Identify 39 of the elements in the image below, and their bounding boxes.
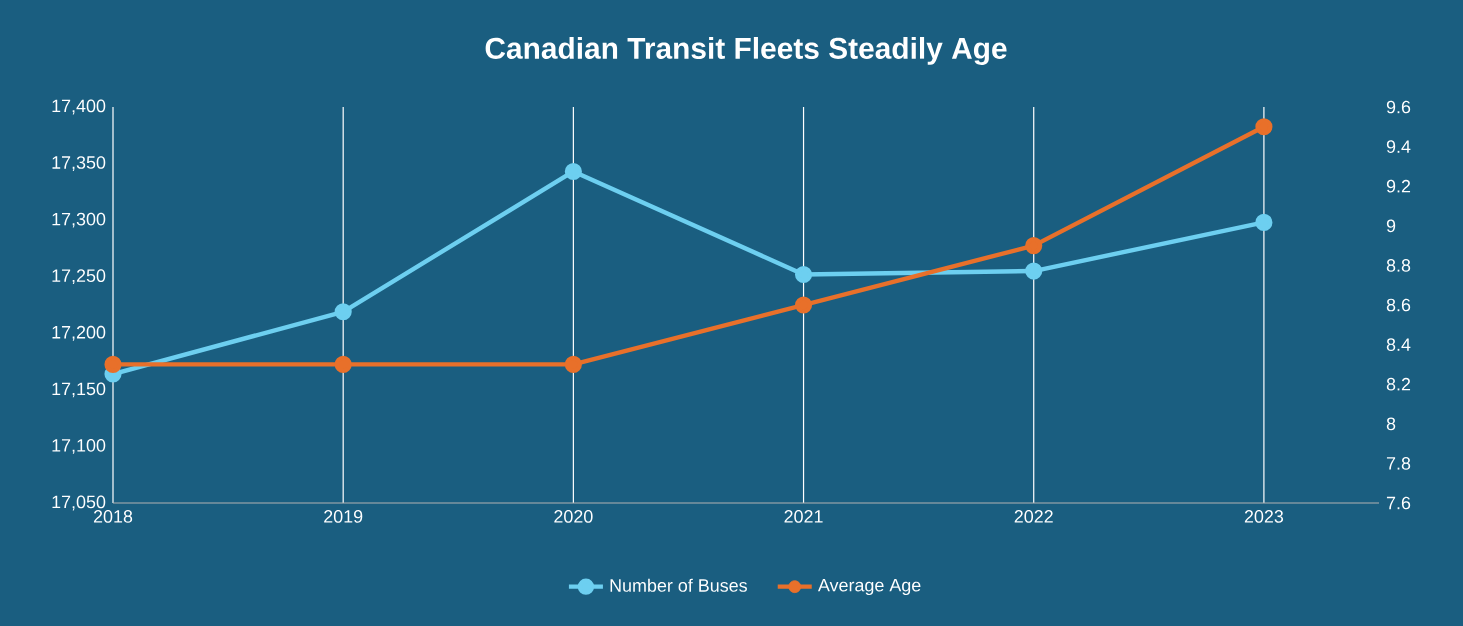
legend-label: Number of Buses: [610, 578, 747, 592]
y-tick-label: 17,050: [52, 495, 106, 511]
point: [334, 355, 352, 373]
legend-label: Average Age: [817, 579, 921, 596]
y2-tick-label: 8.6: [1386, 298, 1411, 312]
y2-tick-label: 9: [1386, 219, 1396, 233]
point: [1255, 213, 1273, 231]
x-tick-label: 2020: [554, 510, 593, 523]
point: [794, 265, 813, 284]
x-tick-label: 2022: [1014, 510, 1053, 523]
y2-tick-label: 7.6: [1386, 496, 1411, 510]
point: [104, 355, 122, 373]
point: [334, 303, 352, 321]
y2-tick-label: 8.2: [1386, 377, 1411, 391]
chart-title: Canadian Transit Fleets Steadily Age: [485, 37, 1007, 65]
y2-tick-label: 9.6: [1386, 100, 1411, 114]
point: [1255, 118, 1273, 136]
x-tick-label: 2018: [93, 510, 133, 523]
y2-tick-label: 8: [1386, 417, 1396, 431]
point: [1025, 237, 1043, 255]
y-tick-label: 17,250: [52, 269, 106, 285]
y-tick-label: 17,400: [52, 99, 106, 115]
x-tick-label: 2019: [324, 510, 363, 523]
y-tick-label: 17,100: [52, 439, 106, 454]
point: [1025, 262, 1043, 280]
y2-tick-label: 9.2: [1386, 179, 1411, 193]
point: [564, 162, 582, 181]
point: [794, 296, 813, 314]
y2-tick-label: 8.8: [1386, 259, 1411, 272]
x-tick-label: 2023: [1244, 510, 1284, 523]
y-tick-label: 17,300: [52, 212, 106, 228]
y-tick-label: 17,350: [52, 156, 106, 171]
point: [564, 355, 582, 373]
y2-tick-label: 7.8: [1386, 457, 1411, 470]
y2-tick-label: 9.4: [1386, 140, 1411, 153]
y-tick-label: 17,150: [52, 382, 106, 398]
y2-tick-label: 8.4: [1386, 338, 1411, 351]
x-tick-label: 2021: [784, 510, 823, 523]
y-tick-label: 17,200: [52, 325, 106, 341]
